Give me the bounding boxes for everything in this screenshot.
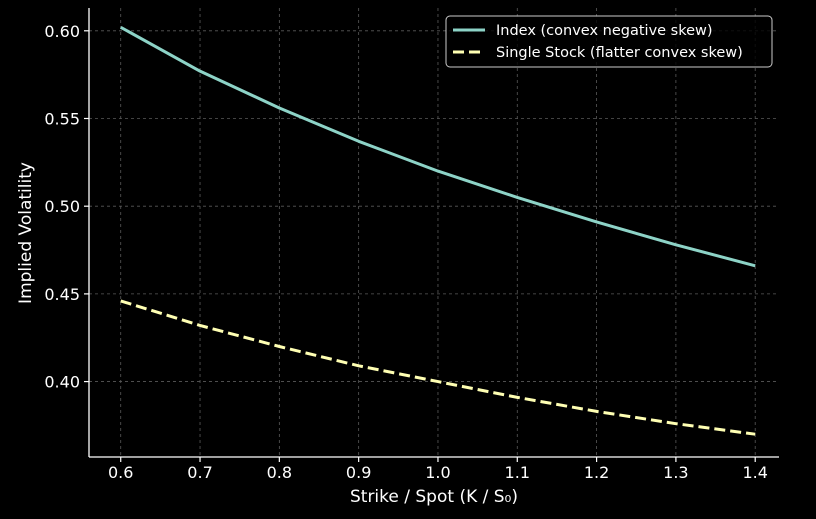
x-tick-label-0: 0.6 (108, 463, 133, 482)
x-tick-label-3: 0.9 (346, 463, 371, 482)
x-tick-label-4: 1.0 (425, 463, 450, 482)
series-line-0 (119, 25, 756, 268)
series-line-1 (120, 299, 756, 436)
legend-label-1: Single Stock (flatter convex skew) (496, 45, 743, 61)
x-axis-label: Strike / Spot (K / S₀) (350, 487, 518, 507)
y-axis-label: Implied Volatility (16, 162, 36, 304)
legend-box (445, 15, 773, 68)
series-layer (119, 25, 756, 436)
y-tick-label-2: 0.50 (44, 197, 80, 216)
y-tick-label-4: 0.60 (44, 22, 80, 41)
x-tick-label-1: 0.7 (187, 463, 212, 482)
x-tick-label-6: 1.2 (584, 463, 609, 482)
x-tick-label-5: 1.1 (505, 463, 530, 482)
y-tick-label-0: 0.40 (44, 373, 80, 392)
x-tick-label-2: 0.8 (267, 463, 292, 482)
grid-lines (89, 8, 779, 457)
legend: Index (convex negative skew) Single Stock… (445, 15, 773, 68)
legend-label-0: Index (convex negative skew) (496, 23, 713, 39)
ticks: 0.6 0.7 0.8 0.9 1.0 1.1 1.2 1.3 1.4 0.40 0.45 0.50 0… (44, 22, 768, 482)
y-tick-label-1: 0.45 (44, 285, 80, 304)
x-tick-label-7: 1.3 (663, 463, 688, 482)
x-tick-label-8: 1.4 (742, 463, 767, 482)
y-tick-label-3: 0.55 (44, 109, 80, 128)
